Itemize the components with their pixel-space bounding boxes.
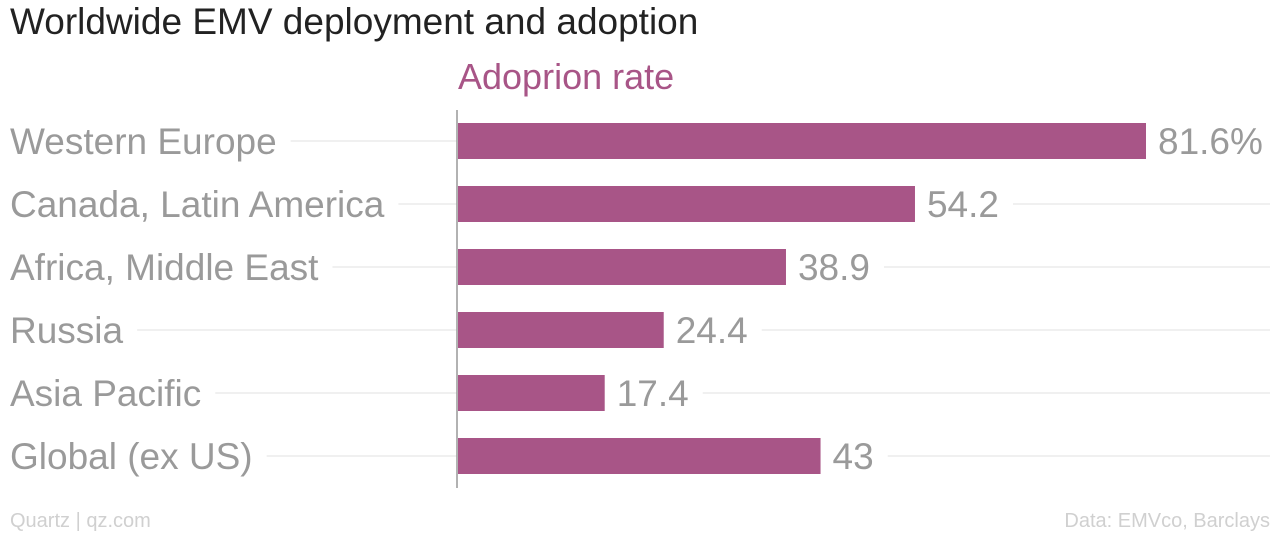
chart-title: Worldwide EMV deployment and adoption bbox=[10, 1, 698, 42]
value-label: 17.4 bbox=[617, 373, 689, 414]
series-title: Adoprion rate bbox=[458, 56, 674, 97]
value-label: 38.9 bbox=[798, 247, 870, 288]
bar bbox=[458, 375, 605, 411]
gridlines bbox=[137, 140, 1270, 457]
category-label: Africa, Middle East bbox=[10, 247, 319, 288]
category-label: Canada, Latin America bbox=[10, 184, 385, 225]
bar bbox=[458, 312, 664, 348]
category-label: Asia Pacific bbox=[10, 373, 201, 414]
category-label: Russia bbox=[10, 310, 124, 351]
bar bbox=[458, 123, 1146, 159]
value-label: 54.2 bbox=[927, 184, 999, 225]
bar bbox=[458, 186, 915, 222]
category-label: Global (ex US) bbox=[10, 436, 253, 477]
value-label: 81.6% bbox=[1158, 121, 1263, 162]
bars bbox=[458, 123, 1146, 474]
footer-credit: Quartz | qz.com bbox=[10, 510, 151, 532]
footer-source: Data: EMVco, Barclays bbox=[1064, 510, 1270, 532]
value-label: 43 bbox=[833, 436, 874, 477]
value-label: 24.4 bbox=[676, 310, 748, 351]
labels: Western Europe 81.6% Canada, Latin America… bbox=[10, 121, 1263, 477]
bar bbox=[458, 438, 821, 474]
category-label: Western Europe bbox=[10, 121, 277, 162]
bar bbox=[458, 249, 786, 285]
